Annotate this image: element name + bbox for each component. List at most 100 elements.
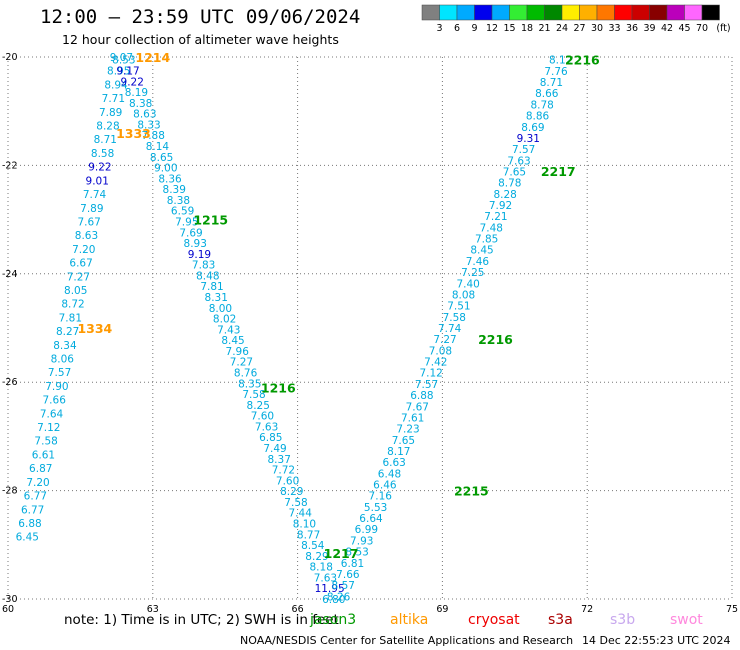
swh-value: 7.58 xyxy=(242,389,265,401)
swh-value: 8.54 xyxy=(301,540,325,552)
colorbar-tick-label: 30 xyxy=(591,23,603,34)
satellite-legend-item: s3b xyxy=(610,612,636,628)
colorbar-swatch xyxy=(579,4,598,21)
swh-value: 11.95 xyxy=(315,583,345,595)
swh-value: 6.77 xyxy=(21,504,44,516)
swh-value: 7.63 xyxy=(507,155,530,167)
satellite-legend-item: swot xyxy=(670,612,703,628)
colorbar-unit: (ft) xyxy=(716,23,730,34)
colorbar-swatch xyxy=(701,4,720,21)
swh-value: 7.83 xyxy=(192,260,215,272)
colorbar-tick-label: 24 xyxy=(556,23,568,34)
colorbar-swatch xyxy=(614,4,633,21)
pass-label: 2215 xyxy=(454,484,489,499)
swh-value: 7.48 xyxy=(480,222,503,234)
swh-value: 7.20 xyxy=(72,244,95,256)
swh-value: 8.29 xyxy=(280,486,303,498)
swh-value: 7.81 xyxy=(59,312,82,324)
data-points: 6.456.886.776.777.206.876.617.587.127.64… xyxy=(16,52,600,606)
x-tick-label: 72 xyxy=(581,604,593,615)
colorbar-swatch xyxy=(561,4,580,21)
colorbar-tick-label: 45 xyxy=(678,23,690,34)
swh-value: 6.45 xyxy=(16,532,39,544)
swh-value: 8.02 xyxy=(213,314,236,326)
track-pass-label: 2216 xyxy=(565,53,600,68)
swh-value: 8.58 xyxy=(91,148,114,160)
satellite-legend-item: altika xyxy=(390,612,429,628)
swh-value: 8.12 xyxy=(549,55,572,67)
swh-value: 8.94 xyxy=(104,79,128,91)
colorbar-tick-label: 18 xyxy=(521,23,533,34)
swh-value: 8.38 xyxy=(167,195,190,207)
swh-value: 7.58 xyxy=(443,312,466,324)
credit-text: NOAA/NESDIS Center for Satellite Applica… xyxy=(240,634,574,647)
swh-value: 8.77 xyxy=(297,529,320,541)
colorbar-swatch xyxy=(526,4,545,21)
swh-value: 8.95 xyxy=(107,66,130,78)
swh-value: 6.81 xyxy=(341,558,364,570)
chart-title: 12:00 – 23:59 UTC 09/06/2024 xyxy=(40,6,361,28)
x-tick-label: 75 xyxy=(726,604,738,615)
swh-value: 7.85 xyxy=(475,234,498,246)
swh-value: 7.89 xyxy=(80,203,103,215)
x-tick-label: 66 xyxy=(292,604,304,615)
swh-value: 7.65 xyxy=(392,435,415,447)
track-pass-label: 1334 xyxy=(77,321,112,336)
swh-value: 6.59 xyxy=(171,206,194,218)
swh-value: 8.38 xyxy=(129,98,152,110)
pass-label: 2216 xyxy=(478,332,513,347)
colorbar-swatch xyxy=(666,4,685,21)
swh-value: 7.57 xyxy=(415,379,438,391)
swh-value: 7.46 xyxy=(466,256,490,268)
swh-value: 7.66 xyxy=(43,395,67,407)
swh-value: 7.60 xyxy=(276,475,299,487)
swh-value: 8.53 xyxy=(345,547,368,559)
y-tick-label: -30 xyxy=(2,594,18,605)
swh-value: 7.66 xyxy=(336,569,360,581)
swh-value: 6.77 xyxy=(24,491,47,503)
colorbar-tick-label: 70 xyxy=(696,23,708,34)
swh-value: 8.35 xyxy=(238,378,261,390)
swh-value: 7.27 xyxy=(433,334,456,346)
swh-value: 8.72 xyxy=(61,299,84,311)
colorbar-swatch xyxy=(474,4,493,21)
swh-value: 8.26 xyxy=(327,591,351,603)
swh-value: 6.67 xyxy=(69,258,92,270)
swh-value: 9.07 xyxy=(110,52,133,64)
swh-value: 8.78 xyxy=(530,99,553,111)
swh-value: 8.45 xyxy=(221,335,244,347)
swh-value: 7.72 xyxy=(272,465,295,477)
swh-value: 7.57 xyxy=(512,144,535,156)
swh-value: 8.34 xyxy=(53,340,77,352)
swh-value: 7.27 xyxy=(67,271,90,283)
swh-value: 8.37 xyxy=(268,454,291,466)
swh-value: 8.66 xyxy=(535,88,559,100)
colorbar-swatch xyxy=(439,4,458,21)
satellite-legend-item: s3a xyxy=(548,612,573,628)
swh-value: 7.44 xyxy=(289,508,313,520)
swh-value: 8.27 xyxy=(56,326,79,338)
swh-value: 8.14 xyxy=(146,141,170,153)
swh-value: 8.10 xyxy=(293,518,316,530)
colorbar-tick-label: 33 xyxy=(608,23,620,34)
swh-value: 8.25 xyxy=(247,400,270,412)
swh-value: 8.76 xyxy=(234,367,258,379)
swh-value: 7.20 xyxy=(26,477,49,489)
pass-label: 1333 xyxy=(116,126,151,141)
colorbar-tick-label: 15 xyxy=(503,23,515,34)
swh-value: 6.99 xyxy=(355,524,378,536)
pass-label: 1217 xyxy=(324,546,359,561)
swh-value: 6.87 xyxy=(29,463,52,475)
swh-value: 7.12 xyxy=(37,422,60,434)
swh-value: 6.46 xyxy=(373,480,397,492)
y-tick-label: -28 xyxy=(2,486,18,497)
swh-value: 6.85 xyxy=(259,432,282,444)
swh-value: 8.48 xyxy=(196,270,219,282)
swh-value: 9.17 xyxy=(116,65,139,77)
swh-value: 7.58 xyxy=(284,497,307,509)
swh-value: 8.63 xyxy=(133,109,156,121)
swh-value: 8.31 xyxy=(205,292,228,304)
swh-value: 8.08 xyxy=(452,289,475,301)
colorbar-swatch xyxy=(509,4,528,21)
